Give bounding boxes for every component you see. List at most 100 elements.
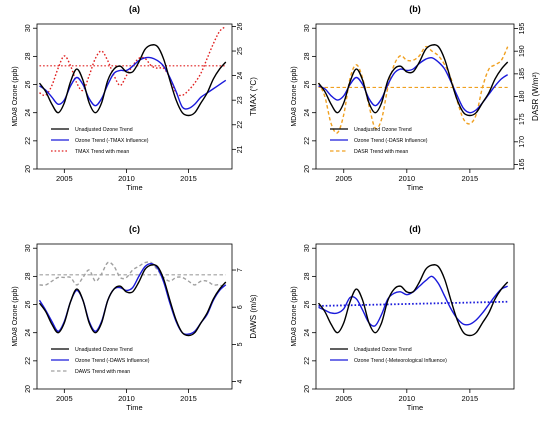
y-tick-label: 24 [304, 329, 311, 337]
legend-label: Unadjusted Ozone Trend [354, 347, 412, 353]
legend-label: Ozone Trend (-TMAX Influence) [75, 138, 149, 144]
series-line-3 [317, 45, 509, 134]
y-axis-label: MDA8 Ozone (ppb) [12, 66, 19, 126]
y-tick-label: 20 [304, 165, 311, 173]
y-tick-label: 28 [304, 52, 311, 60]
y-tick-label: 26 [25, 301, 32, 309]
x-tick-label: 2010 [398, 394, 415, 403]
x-axis-label: Time [407, 403, 423, 412]
series-line-1 [38, 264, 227, 337]
plot-frame [36, 23, 233, 170]
right-tick-label: 6 [237, 305, 244, 309]
panel-label: (b) [409, 4, 421, 14]
right-tick-label: 175 [519, 113, 526, 125]
right-tick-label: 165 [519, 159, 526, 171]
y-tick-label: 20 [25, 165, 32, 173]
y-tick-label: 26 [304, 301, 311, 309]
right-tick-label: 26 [237, 22, 244, 30]
series-group [38, 25, 227, 117]
x-tick-label: 2005 [335, 394, 352, 403]
right-axis-label: DAWS (m/s) [249, 294, 258, 338]
series-line-1 [317, 44, 509, 117]
x-axis-label: Time [407, 183, 423, 192]
y-tick-label: 28 [304, 272, 311, 280]
x-axis-label: Time [126, 183, 142, 192]
x-tick-label: 2010 [118, 394, 135, 403]
series-line-2 [39, 56, 227, 110]
y-tick-label: 22 [304, 357, 311, 365]
x-tick-label: 2015 [462, 174, 479, 183]
right-tick-label: 195 [519, 23, 526, 35]
series-group [38, 261, 227, 337]
plot-frame [36, 243, 233, 390]
y-tick-label: 30 [25, 24, 32, 32]
y-axis-label: MDA8 Ozone (ppb) [291, 286, 298, 346]
x-tick-label: 2005 [56, 174, 73, 183]
x-tick-label: 2010 [398, 174, 415, 183]
right-axis-label: DASR (W/m²) [531, 72, 540, 121]
right-tick-label: 170 [519, 136, 526, 148]
series-group [317, 44, 509, 134]
x-tick-label: 2015 [462, 394, 479, 403]
y-tick-label: 28 [25, 272, 32, 280]
x-tick-label: 2015 [180, 174, 197, 183]
y-tick-label: 24 [304, 109, 311, 117]
y-tick-label: 20 [304, 385, 311, 393]
y-tick-label: 22 [25, 357, 32, 365]
x-tick-label: 2015 [180, 394, 197, 403]
y-tick-label: 30 [304, 244, 311, 252]
right-tick-label: 22 [237, 121, 244, 129]
y-tick-label: 24 [25, 109, 32, 117]
legend-label: TMAX Trend with mean [75, 149, 129, 155]
panel-label: (d) [409, 224, 421, 234]
right-tick-label: 4 [237, 380, 244, 384]
series-line-3 [39, 261, 227, 290]
right-tick-label: 180 [519, 91, 526, 103]
y-tick-label: 26 [304, 81, 311, 89]
x-axis-label: Time [126, 403, 142, 412]
legend-label: Unadjusted Ozone Trend [354, 127, 412, 133]
right-tick-label: 7 [237, 268, 244, 272]
right-tick-label: 185 [519, 68, 526, 80]
y-tick-label: 22 [25, 137, 32, 145]
chart-panel-4: (d) 2005 2010 2015 Time 20 22 24 26 28 30 MDA8 Ozon… [291, 224, 515, 412]
x-tick-label: 2005 [335, 174, 352, 183]
right-tick-label: 25 [237, 47, 244, 55]
series-line-3 [39, 25, 227, 97]
series-trend-line [318, 300, 508, 307]
y-tick-label: 26 [25, 81, 32, 89]
legend-label: Ozone Trend (-Meteorological Influence) [354, 358, 447, 364]
series-line-2 [318, 56, 509, 114]
legend-label: DASR Trend with mean [354, 149, 408, 155]
right-tick-label: 23 [237, 96, 244, 104]
right-tick-label: 21 [237, 145, 244, 153]
y-tick-label: 28 [25, 52, 32, 60]
right-axis-label: TMAX (°C) [249, 77, 258, 116]
y-tick-label: 30 [304, 24, 311, 32]
right-tick-label: 24 [237, 72, 244, 80]
legend-label: Ozone Trend (-DASR Influence) [354, 138, 428, 144]
chart-panel-3: (c) 2005 2010 2015 Time 20 22 24 26 28 30 MDA8 Ozon… [12, 224, 258, 412]
y-axis-label: MDA8 Ozone (ppb) [291, 66, 298, 126]
y-tick-label: 30 [25, 244, 32, 252]
x-tick-label: 2010 [118, 174, 135, 183]
series-line-2 [318, 275, 508, 327]
plot-frame [315, 243, 515, 390]
legend-label: Ozone Trend (-DAWS Influence) [75, 358, 150, 364]
chart-panel-2: (b) 2005 2010 2015 Time 20 22 24 26 28 30 MDA8 Ozon… [291, 4, 540, 192]
right-tick-label: 190 [519, 45, 526, 57]
right-tick-label: 5 [237, 342, 244, 346]
panel-label: (c) [129, 224, 140, 234]
legend-label: Unadjusted Ozone Trend [75, 127, 133, 133]
series-line-2 [38, 262, 227, 336]
y-tick-label: 20 [25, 385, 32, 393]
x-tick-label: 2005 [56, 394, 73, 403]
y-axis-label: MDA8 Ozone (ppb) [12, 286, 19, 346]
legend-label: Unadjusted Ozone Trend [75, 347, 133, 353]
series-line-1 [317, 264, 509, 337]
series-group [317, 264, 509, 337]
panel-label: (a) [129, 4, 140, 14]
y-tick-label: 24 [25, 329, 32, 337]
chart-panel-1: (a) 2005 2010 2015 Time 20 22 24 26 28 30 MDA8 Ozon… [12, 4, 258, 192]
